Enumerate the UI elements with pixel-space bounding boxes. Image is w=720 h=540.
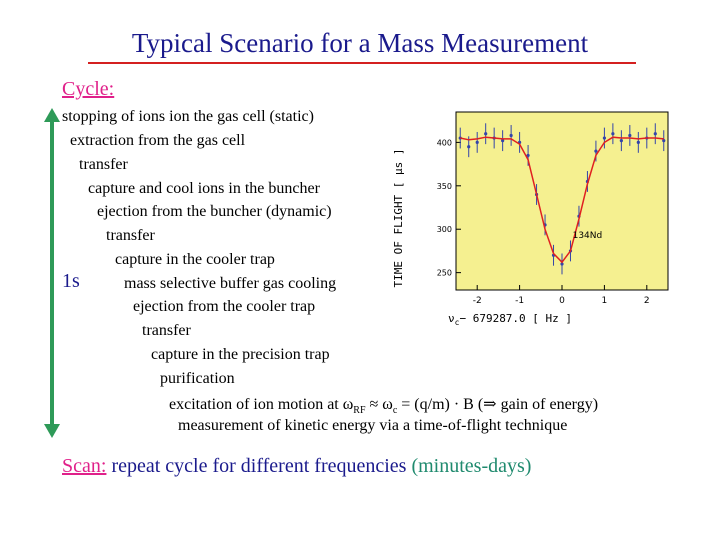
data-point: [594, 149, 598, 153]
y-tick-label: 250: [437, 269, 452, 278]
data-point: [475, 140, 479, 144]
scan-text: repeat cycle for different frequencies: [106, 455, 412, 477]
omega-rf-symbol: ω: [342, 396, 354, 413]
scan-time: (minutes-days): [411, 455, 532, 477]
cycle-step: ejection from the buncher (dynamic): [97, 203, 332, 220]
data-point: [484, 132, 488, 136]
cycle-step: capture in the cooler trap: [115, 251, 275, 268]
cycle-step: purification: [160, 370, 235, 387]
data-point: [526, 153, 530, 158]
data-point: [636, 140, 640, 144]
duration-arrow: [44, 108, 60, 438]
excitation-prefix: excitation of ion motion at: [169, 396, 343, 413]
data-point: [628, 133, 632, 138]
isotope-annotation: 134Nd: [573, 231, 603, 241]
cycle-step: extraction from the gas cell: [70, 132, 246, 149]
excitation-step: excitation of ion motion at ωRF ≈ ωc = (…: [169, 394, 598, 416]
fit-curve: [460, 136, 664, 264]
x-axis-label: νc− 679287.0 [ Hz ]: [448, 312, 572, 327]
scan-label: Scan:: [62, 455, 107, 477]
x-tick-label: 0: [559, 296, 565, 306]
y-tick-label: 300: [437, 225, 452, 234]
slide-title: Typical Scenario for a Mass Measurement: [131, 28, 589, 58]
c-subscript: c: [392, 405, 398, 417]
x-tick-label: 2: [644, 296, 650, 306]
data-point: [602, 136, 606, 140]
data-point: [509, 133, 513, 138]
data-point: [653, 132, 657, 136]
excitation-suffix: = (q/m) · B (⇒ gain of energy): [397, 396, 599, 413]
cycle-step: transfer: [142, 322, 191, 339]
title-underline: [88, 62, 636, 64]
cycle-step: stopping of ions ion the gas cell (stati…: [62, 108, 314, 125]
data-point: [611, 132, 615, 136]
cycle-step: capture in the precision trap: [151, 346, 330, 363]
y-tick-label: 400: [437, 138, 452, 147]
cycle-label: Cycle:: [62, 78, 115, 100]
cycle-step: mass selective buffer gas cooling: [124, 275, 337, 292]
data-point: [560, 262, 564, 266]
nu-symbol: ν: [448, 312, 455, 325]
data-point: [662, 139, 666, 143]
data-point: [467, 145, 471, 149]
x-tick-label: 1: [602, 296, 608, 306]
scan-line: Scan: repeat cycle for different frequen…: [62, 455, 531, 478]
rf-subscript: RF: [353, 405, 366, 417]
cycle-step: capture and cool ions in the buncher: [88, 180, 320, 197]
omega-c-symbol: ω: [382, 396, 393, 413]
data-point: [619, 139, 623, 143]
nu-subscript: c: [455, 318, 460, 327]
tof-resonance-plot: TIME OF FLIGHT [ μs ] 250 300 350 400 -2 -1 0 1…: [392, 111, 669, 327]
approx-symbol: ≈: [365, 396, 383, 413]
data-point: [501, 139, 505, 143]
measurement-step: measurement of kinetic energy via a time…: [178, 417, 568, 434]
x-tick-label: -1: [515, 296, 524, 306]
y-tick-label: 350: [437, 182, 452, 191]
x-axis-text: − 679287.0 [ Hz ]: [459, 312, 572, 325]
y-axis-label: TIME OF FLIGHT [ μs ]: [392, 148, 405, 287]
cycle-step: transfer: [106, 227, 155, 244]
x-tick-label: -2: [473, 296, 482, 306]
cycle-step: transfer: [79, 156, 128, 173]
cycle-step: ejection from the cooler trap: [133, 298, 316, 315]
duration-label: 1s: [62, 270, 80, 292]
